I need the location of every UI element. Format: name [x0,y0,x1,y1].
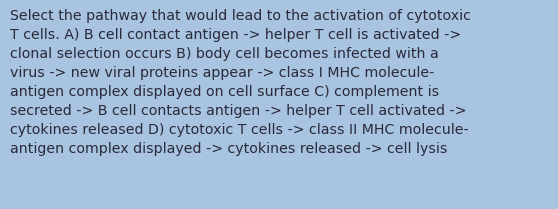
Text: Select the pathway that would lead to the activation of cytotoxic
T cells. A) B : Select the pathway that would lead to th… [10,9,471,156]
